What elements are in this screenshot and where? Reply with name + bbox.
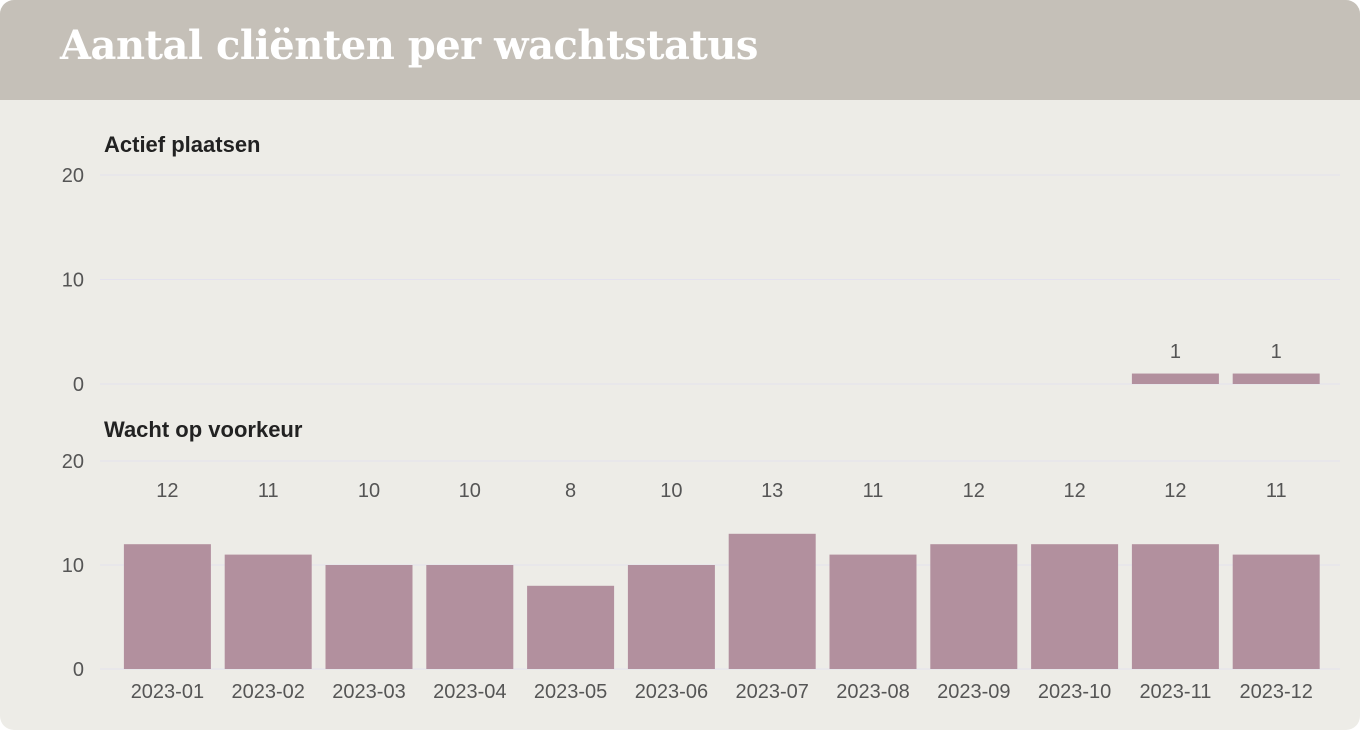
bar: [930, 544, 1018, 669]
x-tick-label: 2023-11: [1139, 681, 1211, 703]
x-tick-label: 2023-06: [635, 681, 708, 703]
data-label: 11: [863, 480, 884, 502]
data-label: 11: [258, 480, 279, 502]
bar: [1031, 544, 1119, 669]
bar: [1232, 554, 1320, 669]
x-tick-label: 2023-08: [836, 681, 909, 703]
x-tick-label: 2023-01: [131, 681, 204, 703]
data-label: 12: [1164, 480, 1186, 502]
x-tick-label: 2023-09: [937, 681, 1010, 703]
y-tick-label: 10: [62, 270, 84, 292]
bar: [224, 554, 312, 669]
x-tick-label: 2023-07: [735, 681, 808, 703]
header-bar: Aantal cliënten per wachtstatus: [0, 0, 1360, 100]
bar: [728, 533, 816, 669]
bar: [123, 544, 211, 669]
data-label: 1: [1170, 341, 1181, 363]
y-tick-label: 0: [73, 659, 84, 681]
panel-title: Wacht op voorkeur: [104, 417, 303, 442]
bar: [1131, 373, 1219, 384]
bar: [527, 585, 615, 669]
x-tick-label: 2023-05: [534, 681, 607, 703]
data-label: 11: [1266, 480, 1287, 502]
y-tick-label: 20: [62, 165, 84, 187]
y-tick-label: 0: [73, 374, 84, 396]
data-label: 10: [660, 480, 682, 502]
data-label: 13: [761, 480, 783, 502]
data-label: 10: [459, 480, 481, 502]
data-label: 10: [358, 480, 380, 502]
x-tick-label: 2023-04: [433, 681, 506, 703]
bar: [325, 565, 413, 669]
bar: [829, 554, 917, 669]
panel-title: Actief plaatsen: [104, 132, 261, 157]
page-title: Aantal cliënten per wachtstatus: [60, 22, 758, 69]
data-label: 1: [1271, 341, 1282, 363]
bar: [627, 565, 715, 669]
data-label: 12: [1063, 480, 1085, 502]
x-tick-label: 2023-02: [231, 681, 304, 703]
y-tick-label: 10: [62, 555, 84, 577]
data-label: 12: [963, 480, 985, 502]
data-label: 12: [156, 480, 178, 502]
y-tick-label: 20: [62, 451, 84, 473]
bar: [426, 565, 514, 669]
x-tick-label: 2023-10: [1038, 681, 1111, 703]
bar: [1131, 544, 1219, 669]
bar: [1232, 373, 1320, 384]
x-tick-label: 2023-03: [332, 681, 405, 703]
x-tick-label: 2023-12: [1239, 681, 1312, 703]
data-label: 8: [565, 480, 576, 502]
